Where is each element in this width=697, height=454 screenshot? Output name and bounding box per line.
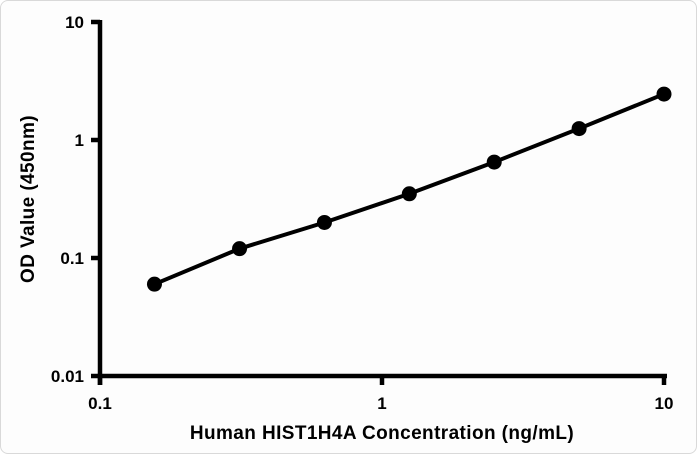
data-point — [316, 214, 332, 230]
x-tick-label: 0.1 — [88, 394, 112, 413]
y-axis-title: OD Value (450nm) — [18, 115, 39, 283]
data-point — [571, 121, 587, 137]
y-tick-label: 0.1 — [60, 249, 84, 268]
data-point — [232, 241, 248, 257]
x-tick-label: 10 — [655, 394, 674, 413]
y-tick-label: 0.01 — [51, 367, 84, 386]
data-point — [486, 154, 502, 170]
data-point — [401, 186, 417, 202]
x-axis-title: Human HIST1H4A Concentration (ng/mL) — [189, 423, 575, 444]
y-tick-label: 10 — [65, 13, 84, 32]
data-point — [656, 86, 672, 102]
x-tick-label: 1 — [377, 394, 386, 413]
y-tick-label: 1 — [75, 131, 84, 150]
data-point — [146, 276, 162, 292]
